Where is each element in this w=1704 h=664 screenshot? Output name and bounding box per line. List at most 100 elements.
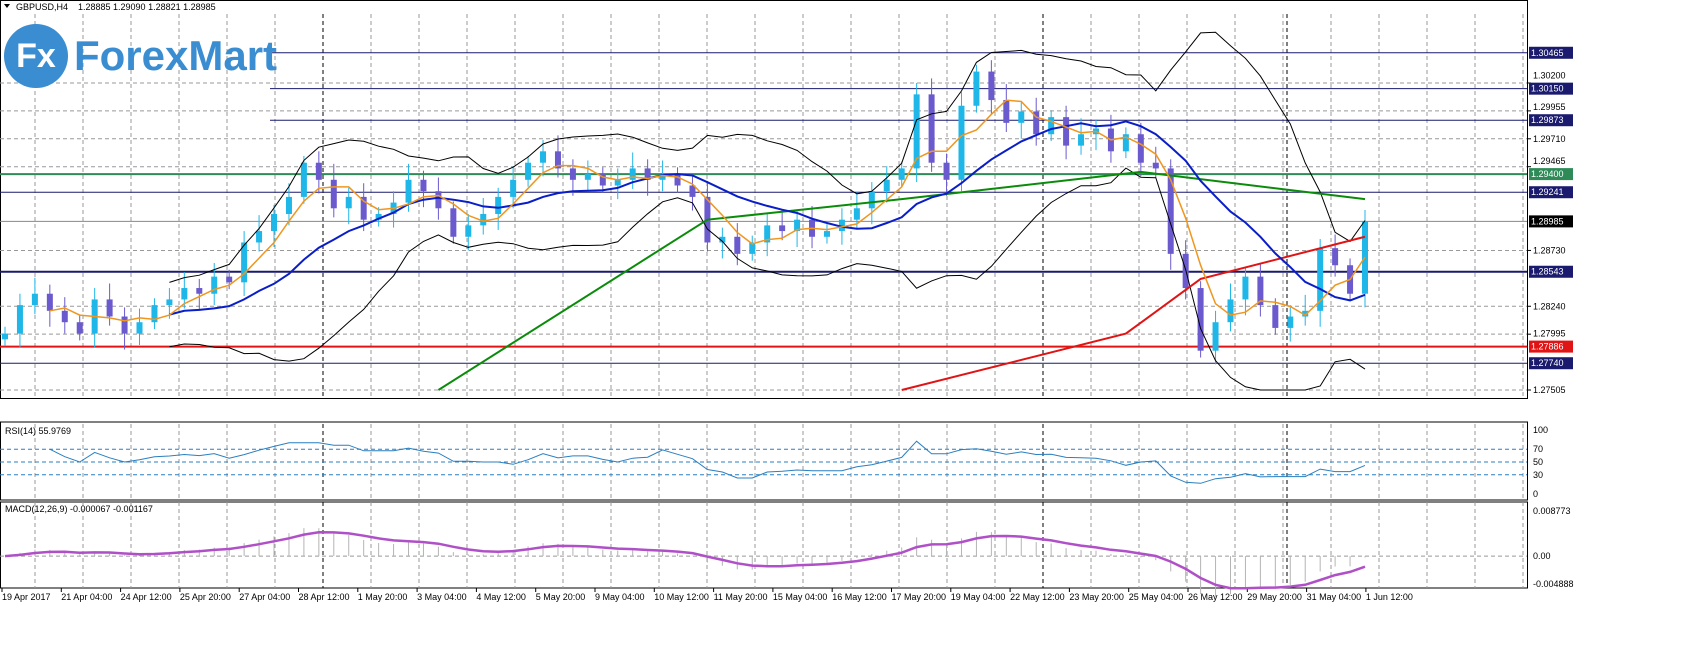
candle bbox=[76, 322, 83, 334]
time-axis-label: 10 May 12:00 bbox=[654, 592, 709, 602]
macd-panel-frame bbox=[0, 501, 1528, 589]
candle bbox=[1137, 134, 1144, 163]
candle bbox=[1048, 117, 1055, 135]
price-level-label: 1.29400 bbox=[1531, 169, 1564, 179]
macd-signal-line bbox=[4, 531, 1366, 590]
candle bbox=[510, 179, 517, 197]
candle bbox=[2, 333, 8, 340]
candle bbox=[285, 196, 292, 214]
time-axis-label: 21 Apr 04:00 bbox=[61, 592, 112, 602]
candle bbox=[1242, 276, 1249, 300]
candle bbox=[1302, 310, 1309, 317]
price-level-label: 1.30150 bbox=[1531, 84, 1564, 94]
time-axis-label: 25 May 04:00 bbox=[1129, 592, 1184, 602]
ma-fast-orange bbox=[49, 99, 1366, 322]
ma-slow-green bbox=[437, 170, 1366, 391]
candle bbox=[136, 322, 143, 334]
main-panel-frame bbox=[0, 0, 1528, 399]
price-tick-label: 1.28240 bbox=[1533, 301, 1566, 311]
time-axis-label: 31 May 04:00 bbox=[1307, 592, 1362, 602]
rsi-panel-frame bbox=[0, 421, 1528, 501]
candle bbox=[584, 174, 591, 180]
candle bbox=[749, 242, 756, 254]
candle bbox=[360, 196, 367, 220]
candle bbox=[1167, 168, 1174, 254]
candle bbox=[554, 151, 561, 169]
candle bbox=[599, 174, 606, 186]
time-axis-label: 4 May 12:00 bbox=[476, 592, 526, 602]
time-axis-label: 17 May 20:00 bbox=[892, 592, 947, 602]
candle bbox=[300, 162, 307, 197]
time-axis-label: 24 Apr 12:00 bbox=[121, 592, 172, 602]
candle bbox=[420, 179, 427, 192]
candle bbox=[330, 179, 337, 209]
candle bbox=[943, 162, 950, 180]
price-tick-label: 1.29465 bbox=[1533, 156, 1566, 166]
candle bbox=[450, 208, 457, 237]
candle bbox=[256, 231, 263, 243]
candle bbox=[1287, 316, 1294, 328]
ma-long-red bbox=[901, 235, 1366, 391]
rsi-label: RSI(14) 55.9769 bbox=[5, 426, 71, 436]
candle bbox=[1033, 111, 1040, 135]
time-axis-label: 27 Apr 04:00 bbox=[239, 592, 290, 602]
price-level-label: 1.29241 bbox=[1531, 187, 1564, 197]
dropdown-triangle-icon bbox=[4, 4, 10, 8]
candle bbox=[1332, 248, 1339, 266]
candle bbox=[1257, 276, 1264, 306]
price-level-badge bbox=[1529, 82, 1573, 95]
candle bbox=[540, 151, 547, 163]
candle bbox=[823, 231, 830, 237]
candle bbox=[764, 225, 771, 243]
price-tick-label: 1.29710 bbox=[1533, 134, 1566, 144]
candle bbox=[973, 71, 980, 106]
candle bbox=[1152, 162, 1159, 169]
price-level-label: 1.28985 bbox=[1531, 216, 1564, 226]
candle bbox=[689, 185, 696, 197]
candle bbox=[465, 225, 472, 237]
rsi-tick-label: 100 bbox=[1533, 425, 1548, 435]
candle bbox=[405, 179, 412, 203]
forexmart-logo: Fx ForexMart bbox=[4, 24, 277, 88]
candle bbox=[241, 242, 248, 283]
candle bbox=[106, 299, 113, 317]
candle bbox=[1078, 134, 1085, 146]
candle bbox=[315, 162, 322, 180]
candle bbox=[734, 236, 741, 254]
candle bbox=[61, 310, 68, 323]
price-tick-label: 1.29955 bbox=[1533, 102, 1566, 112]
candle bbox=[644, 168, 651, 180]
time-axis-label: 26 May 12:00 bbox=[1188, 592, 1243, 602]
time-axis-label: 9 May 04:00 bbox=[595, 592, 645, 602]
candle bbox=[928, 94, 935, 163]
candle bbox=[226, 276, 233, 283]
candle bbox=[614, 179, 621, 186]
candle bbox=[16, 305, 23, 334]
price-tick-label: 1.27995 bbox=[1533, 329, 1566, 339]
price-level-badge bbox=[1529, 168, 1573, 181]
time-axis-label: 15 May 04:00 bbox=[773, 592, 828, 602]
bollinger-upper-band bbox=[169, 31, 1366, 283]
candle bbox=[913, 94, 920, 169]
rsi-tick-label: 30 bbox=[1533, 470, 1543, 480]
price-level-badge bbox=[1529, 215, 1573, 228]
candle bbox=[958, 105, 965, 180]
time-axis-label: 19 May 04:00 bbox=[951, 592, 1006, 602]
candle bbox=[1212, 322, 1219, 351]
logo-mark: Fx bbox=[4, 24, 68, 88]
candle bbox=[31, 293, 38, 306]
bollinger-lower-band bbox=[169, 167, 1366, 391]
price-level-label: 1.28543 bbox=[1531, 267, 1564, 277]
candle bbox=[345, 196, 352, 209]
candle bbox=[211, 276, 218, 294]
candle bbox=[435, 191, 442, 209]
candle bbox=[1272, 305, 1279, 328]
price-level-label: 1.30465 bbox=[1531, 48, 1564, 58]
price-tick-label: 1.27505 bbox=[1533, 385, 1566, 395]
rsi-tick-label: 70 bbox=[1533, 444, 1543, 454]
candle bbox=[1317, 248, 1324, 311]
candle bbox=[838, 219, 845, 232]
candle bbox=[868, 191, 875, 209]
chart-header-symbol: GBPUSD,H4 bbox=[16, 2, 68, 12]
